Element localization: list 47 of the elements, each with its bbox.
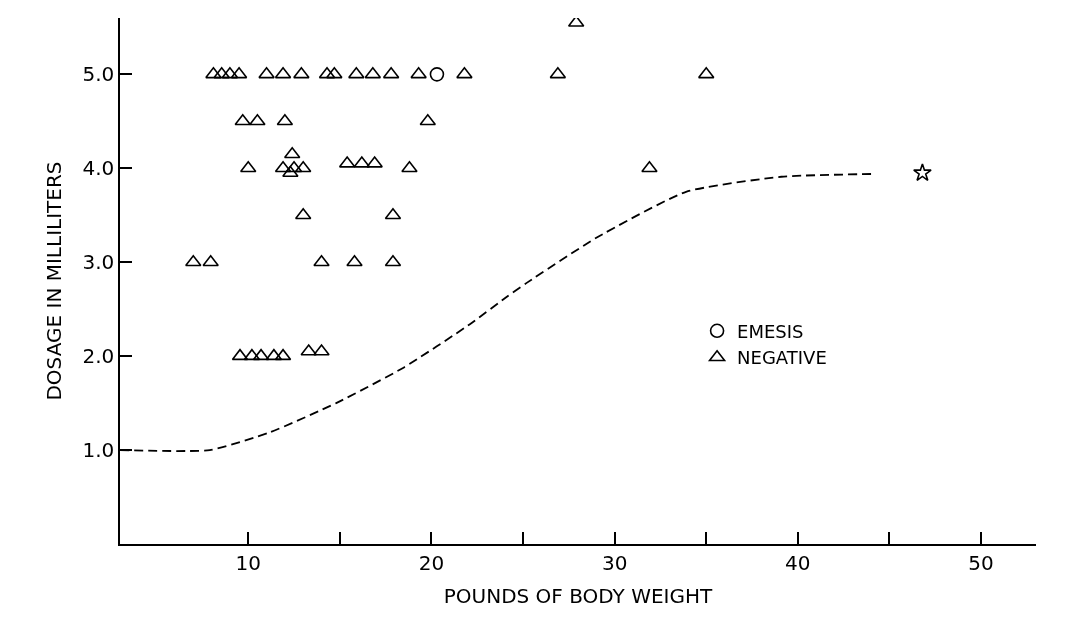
point: [285, 160, 303, 173]
point: [202, 254, 219, 267]
point: [184, 254, 202, 267]
point: [205, 67, 222, 79]
point: [252, 348, 270, 361]
y-tick-label: 1.0: [82, 438, 115, 463]
point: [283, 146, 301, 159]
y-tick-label: 4.0: [82, 156, 115, 181]
point: [401, 160, 418, 173]
point: [231, 348, 249, 361]
x-tick-label: 20: [418, 550, 445, 575]
point: [410, 67, 427, 79]
legend-label: NEGATIVE: [737, 347, 827, 369]
x-tick-label: 40: [785, 550, 811, 575]
point: [384, 207, 402, 220]
x-tick-label: 10: [235, 550, 261, 575]
point: [274, 348, 292, 361]
point: [294, 207, 312, 220]
point: [912, 163, 932, 182]
point: [294, 160, 312, 173]
point: [313, 344, 330, 356]
point: [313, 254, 330, 267]
point: [249, 114, 266, 126]
point: [282, 165, 299, 178]
y-tick-label: 2.0: [82, 344, 115, 369]
point: [326, 67, 343, 79]
point: [346, 254, 363, 267]
y-axis-title: DOSAGE IN MILLILITERS: [42, 161, 67, 401]
point: [384, 254, 402, 267]
x-tick-label: 50: [968, 550, 994, 575]
point: [213, 67, 230, 79]
point: [243, 348, 261, 361]
point: [429, 67, 445, 82]
y-tick-label: 5.0: [82, 62, 115, 87]
point: [348, 67, 365, 79]
point: [274, 160, 292, 173]
point: [293, 67, 310, 79]
x-axis-title: POUNDS OF BODY WEIGHT: [443, 583, 714, 608]
point: [265, 348, 283, 361]
point: [239, 160, 257, 173]
legend-label: EMESIS: [737, 320, 804, 342]
point: [258, 67, 275, 79]
x-tick-label: 30: [601, 550, 628, 575]
point: [456, 67, 473, 79]
point: [641, 160, 658, 173]
y-tick-label: 3.0: [82, 250, 115, 275]
point: [366, 156, 383, 168]
